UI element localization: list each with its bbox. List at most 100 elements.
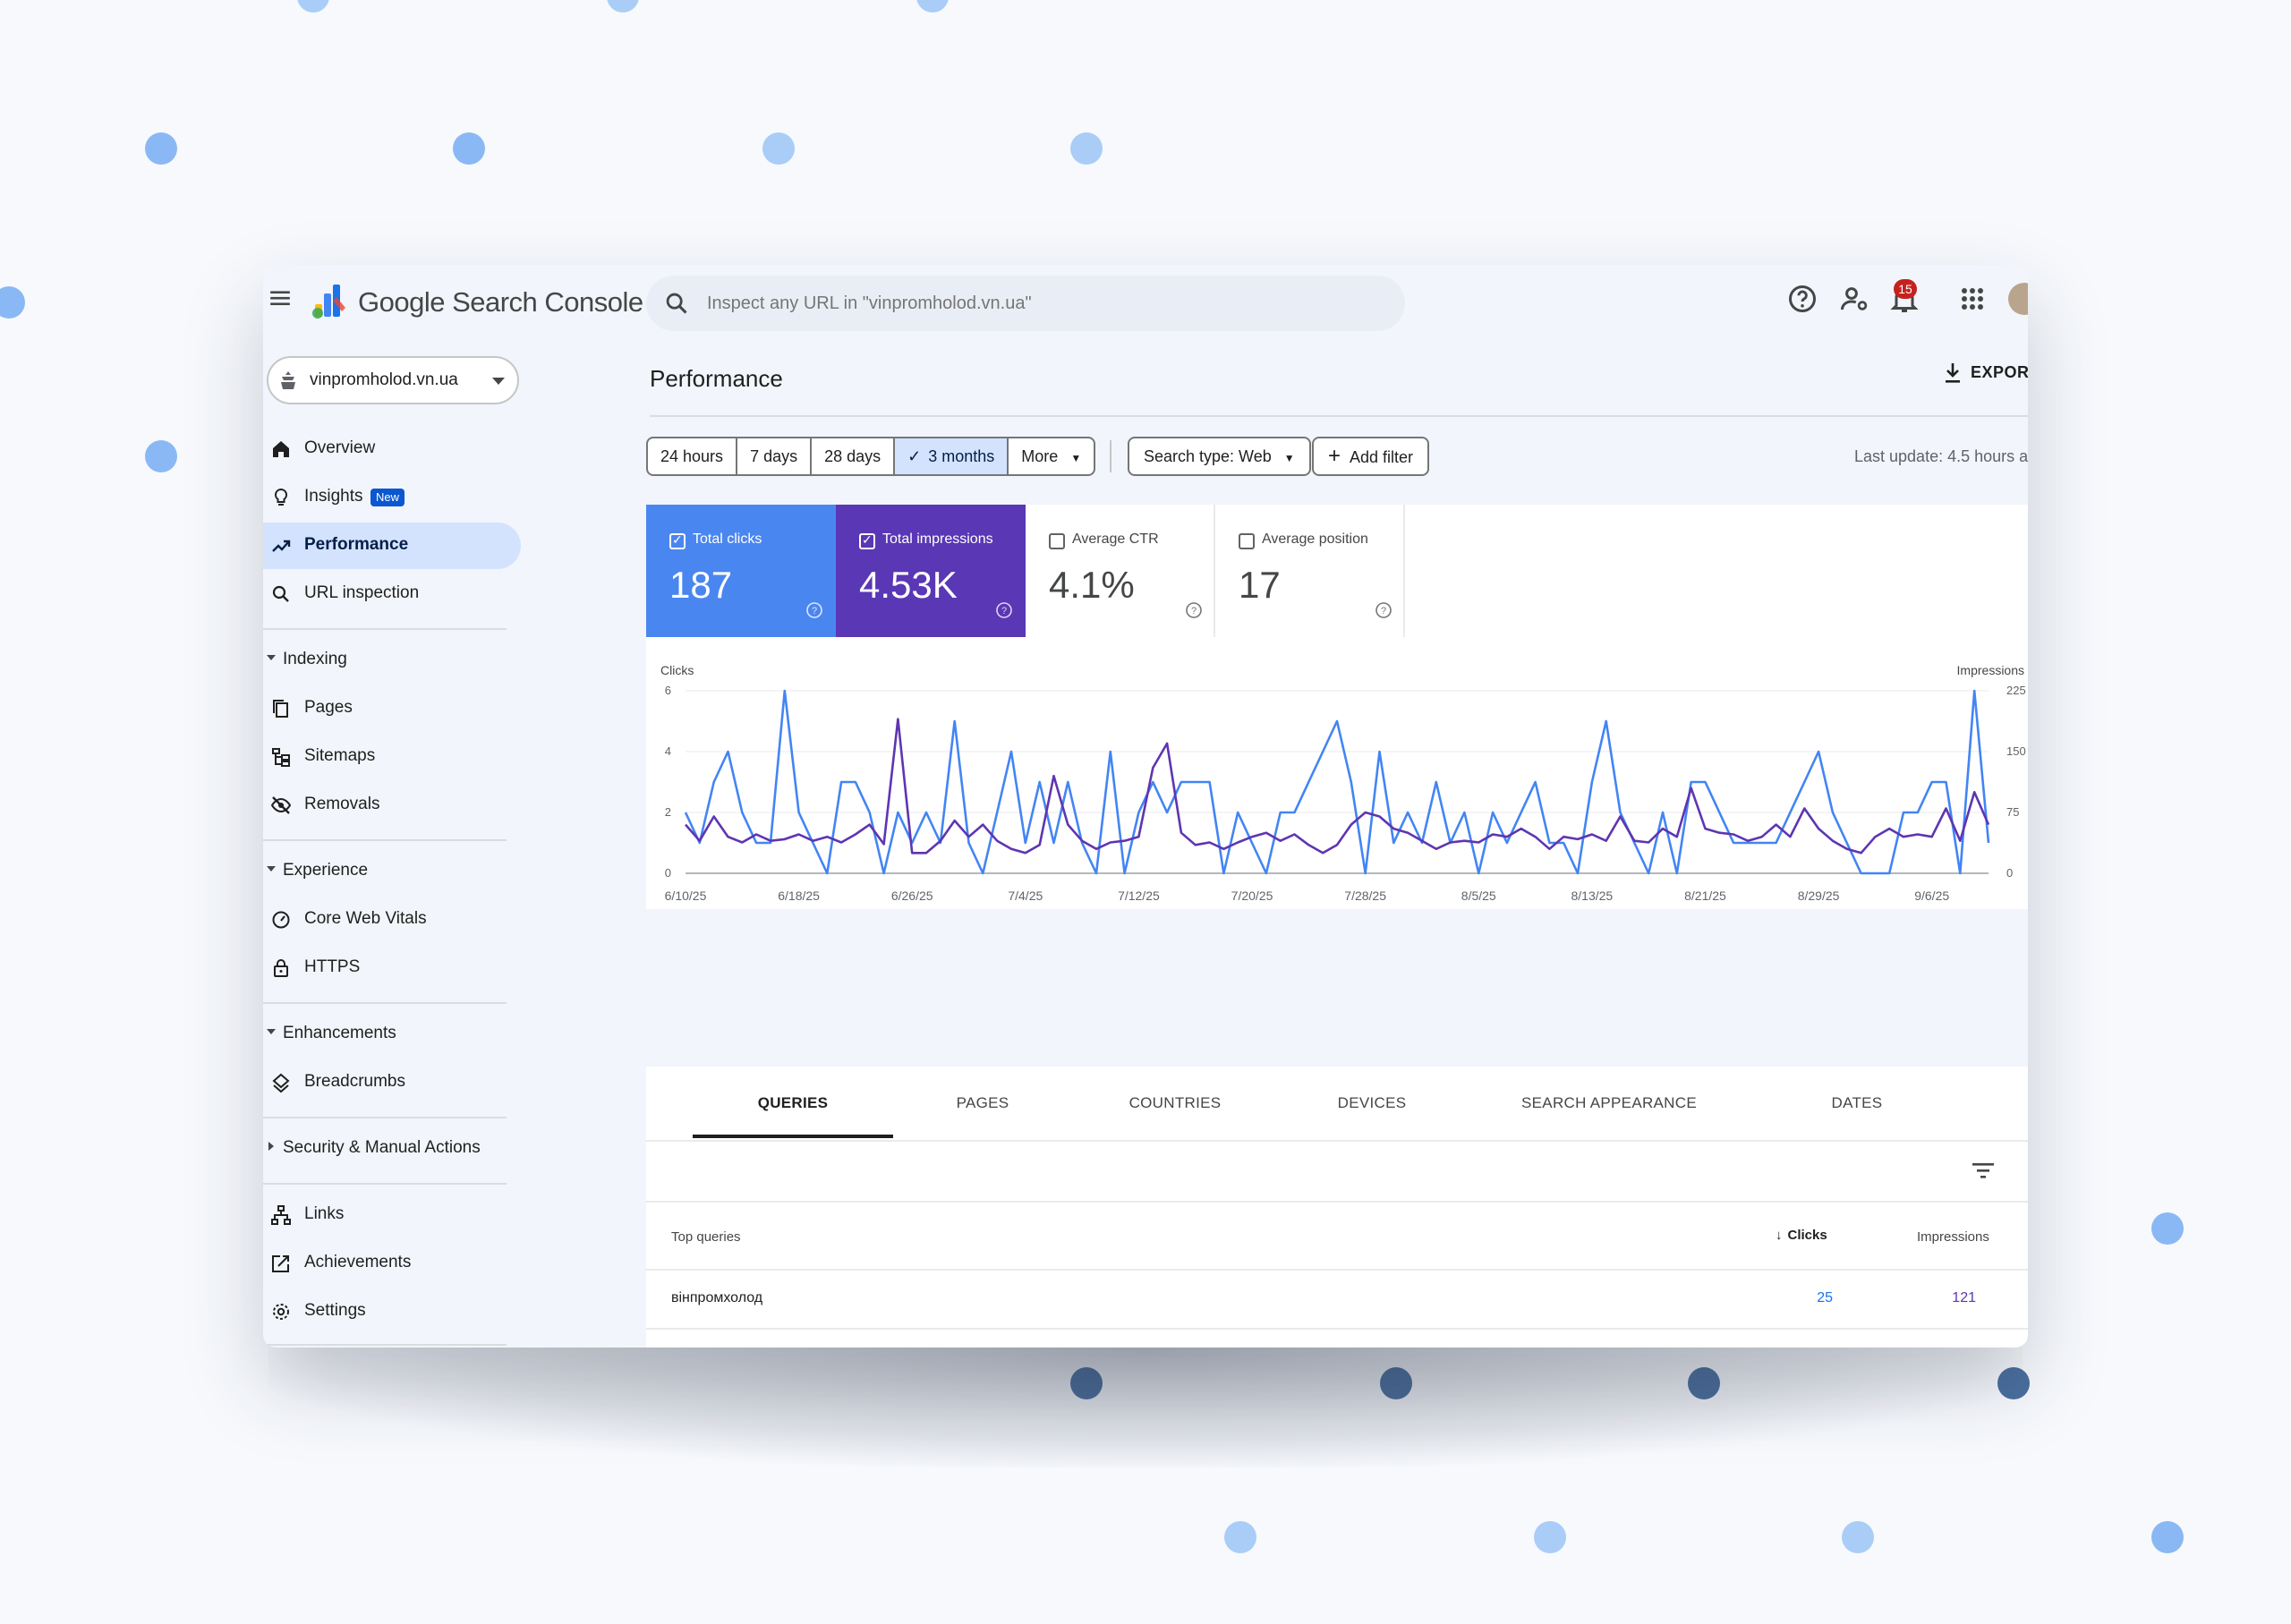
column-header-clicks[interactable]: ↓ Clicks [1776, 1228, 1827, 1243]
help-icon[interactable]: ? [1375, 601, 1392, 619]
decor-dot [297, 0, 329, 13]
svg-text:?: ? [1191, 606, 1197, 616]
add-filter-button[interactable]: + Add filter [1312, 437, 1430, 476]
sidebar-item-label: Pages [304, 698, 353, 717]
sidebar-divider [263, 1344, 507, 1346]
tab-devices[interactable]: DEVICES [1337, 1094, 1407, 1111]
decor-dot [453, 132, 485, 165]
right-tick-label: 75 [2006, 805, 2019, 819]
export-label: EXPORT [1971, 363, 2028, 381]
range-7-days[interactable]: 7 days [737, 438, 813, 474]
sidebar-item-achievements[interactable]: Achievements [263, 1240, 521, 1287]
menu-icon[interactable] [268, 286, 292, 310]
column-header-label: Clicks [1787, 1228, 1827, 1243]
decor-dot [145, 440, 177, 472]
metric-card-total-clicks[interactable]: ✓ Total clicks 187 ? [646, 505, 836, 637]
search-type-filter[interactable]: Search type: Web ▼ [1128, 437, 1311, 476]
sidebar-item-removals[interactable]: Removals [263, 782, 521, 829]
performance-chart-panel: 0 2 4 6 0 75 150 225 Clicks Impressions 6/10/25 6/1… [646, 637, 2028, 909]
impressions-cell: 121 [1952, 1290, 1976, 1305]
notification-badge: 15 [1894, 279, 1917, 299]
url-inspect-search[interactable] [646, 276, 1405, 331]
range-28-days[interactable]: 28 days [812, 438, 896, 474]
home-icon [273, 441, 289, 457]
range-more[interactable]: More ▼ [1009, 438, 1094, 474]
help-icon[interactable]: ? [1185, 601, 1203, 619]
metric-cards: ✓ Total clicks 187 ? ✓ Total impressions… [646, 505, 2028, 637]
range-label: 3 months [928, 447, 995, 465]
column-header-impressions[interactable]: Impressions [1917, 1229, 1989, 1245]
metric-card-total-impressions[interactable]: ✓ Total impressions 4.53K ? [836, 505, 1026, 637]
sidebar-item-performance[interactable]: Performance [263, 523, 521, 569]
sidebar-item-pages[interactable]: Pages [263, 685, 521, 732]
metric-value: 187 [669, 564, 733, 606]
sidebar-item-overview[interactable]: Overview [263, 426, 521, 472]
clicks-cell: 25 [1817, 1290, 1833, 1305]
tab-dates[interactable]: DATES [1831, 1094, 1883, 1111]
metric-card-average-position[interactable]: Average position 17 ? [1215, 505, 1405, 637]
series-line-clicks [684, 689, 1990, 875]
metric-value: 17 [1239, 564, 1281, 606]
links-icon [271, 1205, 291, 1225]
last-update-text: Last update: 4.5 hours ago [1854, 447, 2028, 465]
sidebar-item-breadcrumbs[interactable]: Breadcrumbs [263, 1059, 521, 1106]
sidebar-item-links[interactable]: Links [263, 1192, 521, 1238]
user-settings-icon[interactable] [1838, 283, 1870, 315]
sidebar-item-label: HTTPS [304, 957, 361, 976]
property-icon [281, 371, 295, 389]
metric-card-average-ctr[interactable]: Average CTR 4.1% ? [1026, 505, 1215, 637]
range-24-hours[interactable]: 24 hours [648, 438, 738, 474]
sidebar-item-label: URL inspection [304, 583, 420, 602]
sidebar-item-sitemaps[interactable]: Sitemaps [263, 734, 521, 780]
tab-search-appearance[interactable]: SEARCH APPEARANCE [1521, 1094, 1697, 1111]
sidebar-item-label: Sitemaps [304, 746, 376, 765]
check-icon: ✓ [907, 447, 922, 465]
left-tick-label: 0 [665, 866, 671, 880]
range-3-months[interactable]: ✓ 3 months [895, 438, 1009, 474]
top-bar: Google Search Console 15 [263, 265, 2028, 344]
sidebar-item-url-inspection[interactable]: URL inspection [263, 571, 521, 617]
svg-text:?: ? [1001, 606, 1007, 616]
decor-dot [1534, 1521, 1566, 1553]
sidebar-divider [263, 839, 507, 841]
decor-dot [2151, 1212, 2184, 1245]
table-row[interactable]: вінпромхолод 25 121 [646, 1271, 2028, 1328]
section-indexing[interactable]: Indexing [263, 642, 521, 678]
sidebar-item-label: Achievements [304, 1253, 412, 1271]
filter-rows-icon[interactable] [1971, 1160, 1996, 1181]
sidebar-item-settings[interactable]: Settings [263, 1288, 521, 1335]
sidebar-item-core-web-vitals[interactable]: Core Web Vitals [263, 897, 521, 943]
right-tick-label: 225 [2006, 684, 2026, 697]
sidebar-item-https[interactable]: HTTPS [263, 945, 521, 991]
export-button[interactable]: EXPORT [1942, 358, 2028, 390]
achievement-icon [272, 1255, 289, 1272]
tabs-divider [646, 1140, 2028, 1142]
help-icon[interactable]: ? [805, 601, 823, 619]
tab-queries[interactable]: QUERIES [757, 1094, 829, 1111]
tab-countries[interactable]: COUNTRIES [1128, 1094, 1222, 1111]
expand-icon [267, 655, 276, 660]
page-title: Performance [650, 365, 783, 392]
section-experience[interactable]: Experience [263, 854, 521, 889]
url-inspect-input[interactable] [707, 283, 1369, 324]
property-selector[interactable]: vinpromholod.vn.ua [267, 356, 519, 404]
sidebar-item-label: Settings [304, 1301, 366, 1320]
avatar[interactable] [2008, 283, 2028, 315]
collapse-icon [268, 1142, 274, 1151]
x-tick-label: 8/13/25 [1571, 889, 1614, 903]
metric-value: 4.53K [859, 564, 958, 606]
apps-icon[interactable] [1956, 283, 1989, 315]
x-tick-label: 6/26/25 [891, 889, 933, 903]
sort-down-icon: ↓ [1776, 1228, 1783, 1243]
help-icon[interactable]: ? [995, 601, 1013, 619]
help-icon[interactable] [1786, 283, 1818, 315]
section-security[interactable]: Security & Manual Actions [263, 1131, 521, 1167]
x-tick-label: 7/20/25 [1231, 889, 1273, 903]
active-tab-indicator [693, 1135, 893, 1138]
decor-dot [607, 0, 639, 13]
sidebar-item-insights[interactable]: Insights New [263, 474, 521, 521]
gauge-icon [272, 911, 290, 929]
tab-pages[interactable]: PAGES [956, 1094, 1009, 1111]
removals-icon [270, 796, 292, 814]
section-enhancements[interactable]: Enhancements [263, 1016, 521, 1052]
